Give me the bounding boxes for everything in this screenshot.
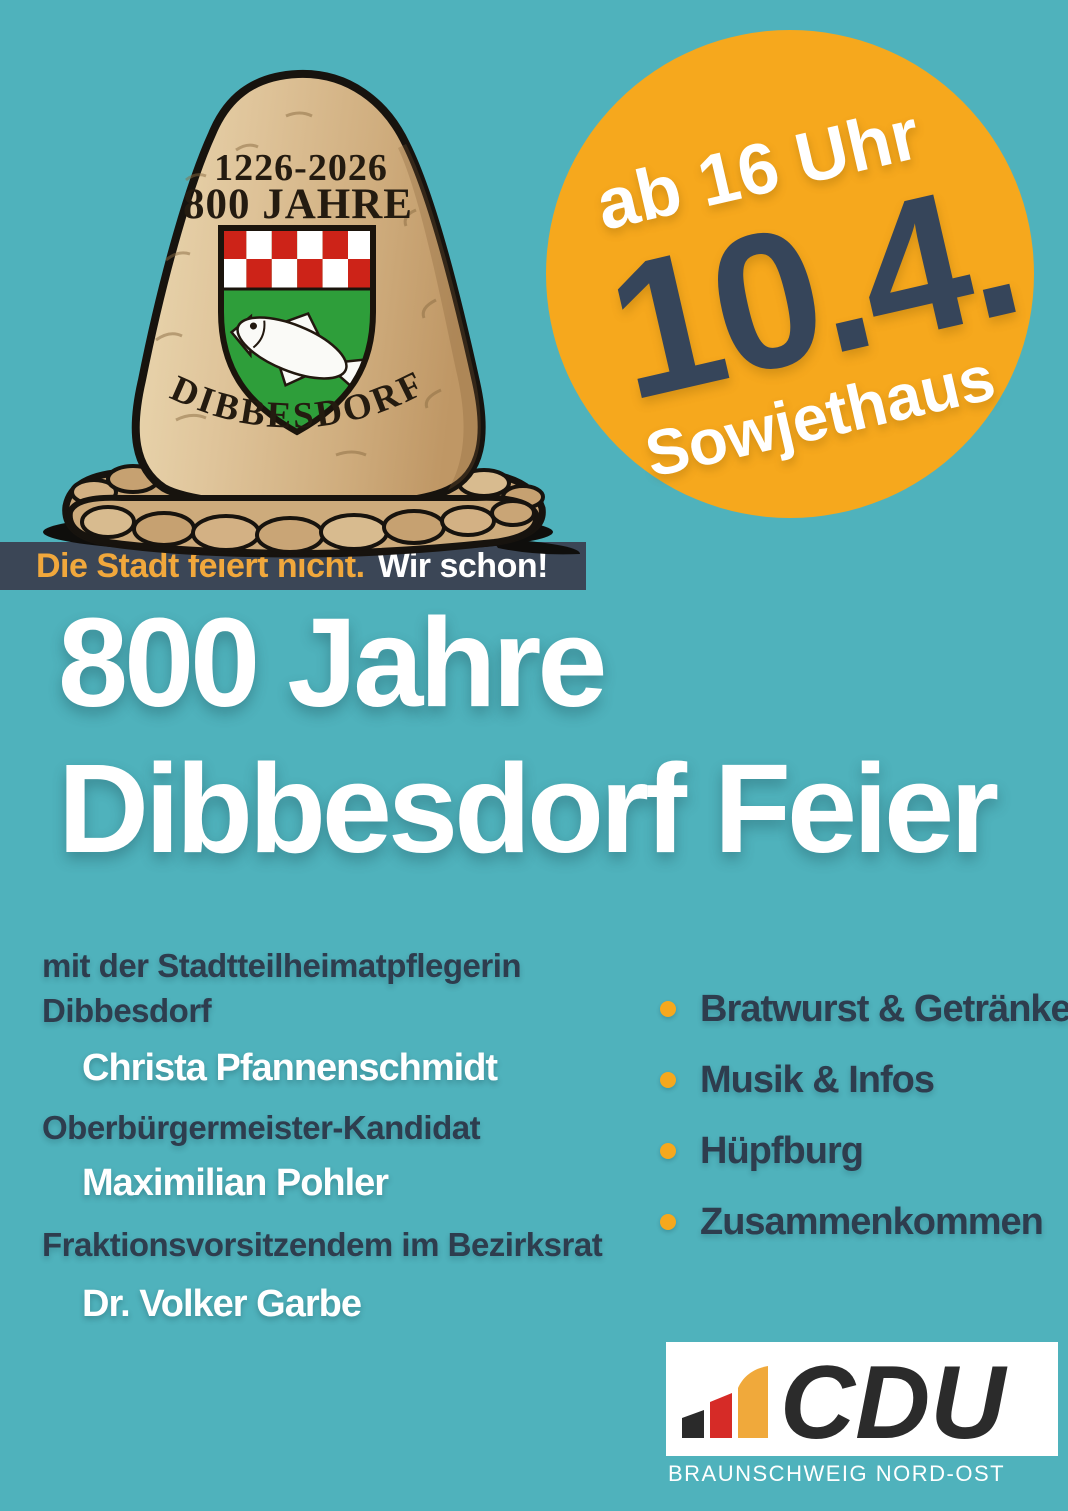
title-line-2: Dibbesdorf Feier — [58, 738, 999, 879]
features-list: Bratwurst & Getränke Musik & Infos Hüpfb… — [660, 986, 1068, 1270]
feature-item: Bratwurst & Getränke — [660, 986, 1068, 1032]
page-title: 800 Jahre Dibbesdorf Feier — [58, 590, 999, 882]
monument-years-text: 1226-2026 — [214, 147, 388, 189]
feature-label: Zusammenkommen — [700, 1200, 1044, 1243]
monument-illustration: 1226-2026 800 JAHRE — [43, 69, 581, 558]
feature-item: Zusammenkommen — [660, 1199, 1068, 1245]
speaker-role: Fraktionsvorsitzendem im Bezirksrat — [42, 1226, 603, 1263]
cobblestone-front-row — [66, 494, 540, 557]
feature-label: Hüpfburg — [700, 1129, 864, 1172]
feature-label: Bratwurst & Getränke — [700, 987, 1068, 1030]
speaker-role: Oberbürgermeister-Kandidat — [42, 1109, 481, 1146]
cdu-bars-icon — [682, 1366, 768, 1438]
bullet-dot-icon — [660, 1072, 676, 1088]
bullet-dot-icon — [660, 1143, 676, 1159]
feature-label: Musik & Infos — [700, 1058, 935, 1101]
arms-checker — [221, 228, 373, 403]
date-badge: ab 16 Uhr 10.4. Sowjethaus — [546, 30, 1034, 518]
cdu-logo-box: CDU — [666, 1342, 1058, 1456]
feature-item: Hüpfburg — [660, 1128, 1068, 1174]
title-line-1: 800 Jahre — [58, 592, 607, 733]
speaker-role: mit der Stadtteilheimatpflegerin Dibbesd… — [42, 947, 522, 1029]
speaker-name: Maximilian Pohler — [82, 1162, 389, 1204]
cdu-region-caption: BRAUNSCHWEIG NORD-OST — [668, 1461, 1006, 1486]
speakers-list: mit der Stadtteilheimatpflegerin Dibbesd… — [42, 943, 632, 1327]
bullet-dot-icon — [660, 1214, 676, 1230]
monument-anniversary-text: 800 JAHRE — [183, 181, 413, 228]
bullet-dot-icon — [660, 1001, 676, 1017]
speaker-name: Dr. Volker Garbe — [82, 1283, 362, 1325]
coat-of-arms — [218, 225, 376, 436]
speaker-name: Christa Pfannenschmidt — [82, 1047, 498, 1089]
cdu-logo-text: CDU — [780, 1345, 1006, 1461]
feature-item: Musik & Infos — [660, 1057, 1068, 1103]
